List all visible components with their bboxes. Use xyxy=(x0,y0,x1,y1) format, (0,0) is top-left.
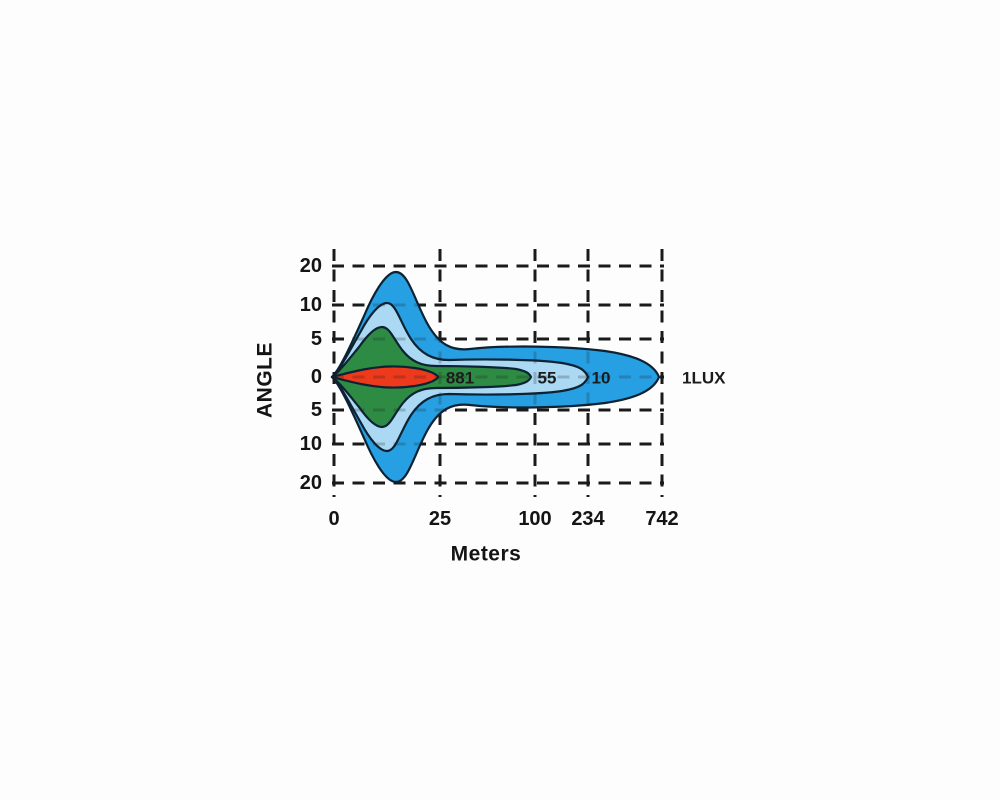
y-axis-ticks: 20 10 5 0 5 10 20 xyxy=(300,255,322,494)
x-tick-0: 0 xyxy=(328,508,339,530)
grid-horizontal-lines-overlay xyxy=(332,264,664,485)
contour-value-labels: 881 55 10 1LUX xyxy=(446,369,726,388)
y-tick-10-top: 10 xyxy=(300,294,322,316)
y-tick-20-top: 20 xyxy=(300,255,322,277)
grid-vertical-lines-overlay xyxy=(332,249,664,497)
contour-label-1lux: 1LUX xyxy=(682,369,726,388)
contour-label-881: 881 xyxy=(446,369,474,388)
grid-lines-overlay xyxy=(332,249,664,497)
x-tick-100: 100 xyxy=(518,508,551,530)
x-tick-742: 742 xyxy=(645,508,678,530)
y-axis-title: ANGLE xyxy=(254,342,277,418)
x-axis-title: Meters xyxy=(451,543,522,566)
x-tick-234: 234 xyxy=(571,508,605,530)
y-tick-0: 0 xyxy=(311,366,322,388)
x-axis-ticks: 0 25 100 234 742 xyxy=(328,508,678,530)
contour-881lux xyxy=(330,365,440,389)
y-tick-5-top: 5 xyxy=(311,328,322,350)
y-tick-20-bottom: 20 xyxy=(300,472,322,494)
x-tick-25: 25 xyxy=(429,508,451,530)
y-tick-10-bottom: 10 xyxy=(300,433,322,455)
beam-contours xyxy=(330,270,661,484)
contour-label-55: 55 xyxy=(538,369,557,388)
contour-label-10: 10 xyxy=(592,369,611,388)
y-tick-5-bottom: 5 xyxy=(311,399,322,421)
